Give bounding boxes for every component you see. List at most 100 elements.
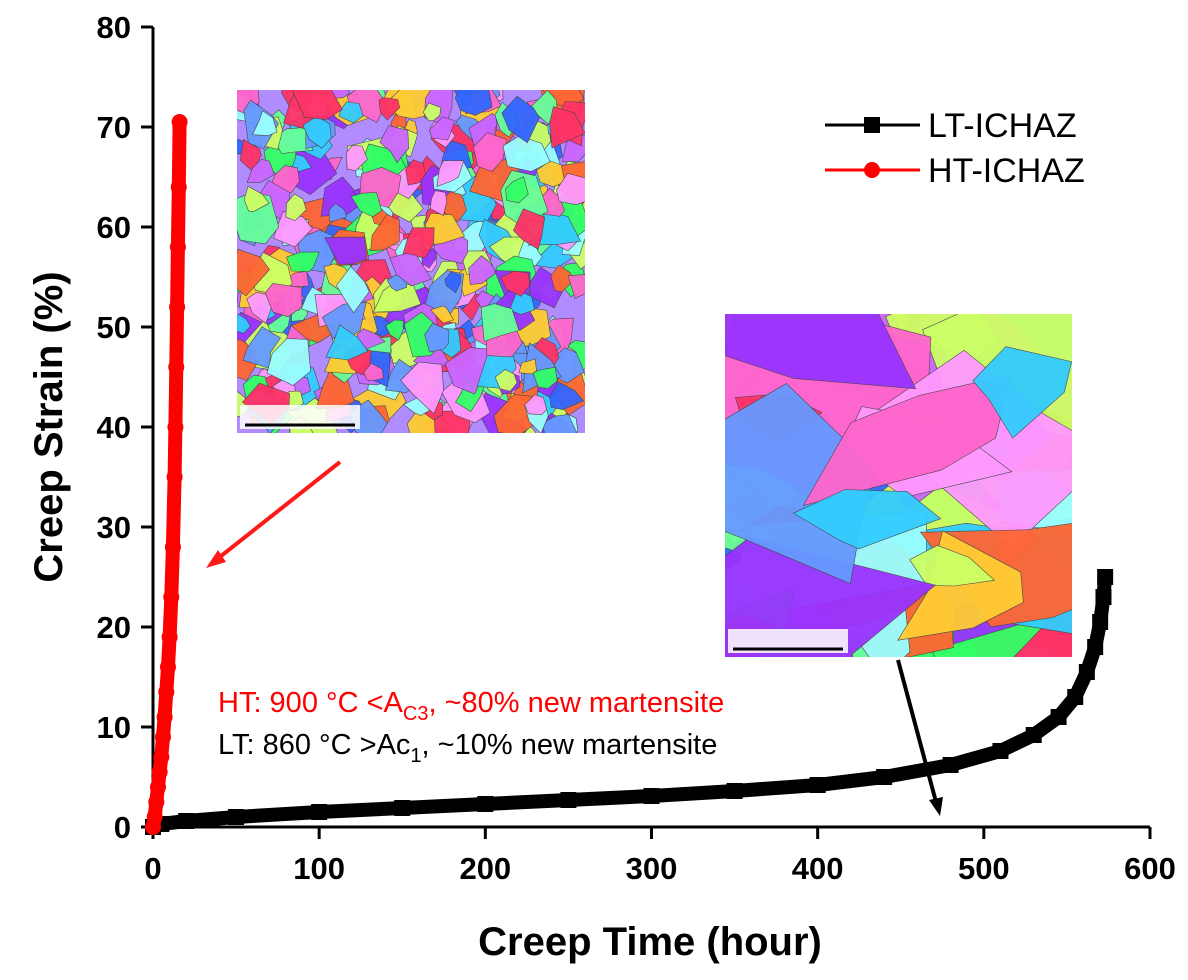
- grain: [436, 160, 465, 187]
- grain: [500, 270, 531, 297]
- data-point: [161, 629, 178, 645]
- data-point: [1097, 569, 1114, 585]
- grain: [389, 252, 432, 287]
- grain: [425, 212, 465, 246]
- annotation-rest: , ~80% new martensite: [428, 687, 724, 719]
- grain: [513, 208, 546, 250]
- x-tick-label: 600: [1124, 851, 1176, 886]
- y-tick-label: 10: [97, 710, 131, 745]
- data-point: [394, 800, 411, 816]
- grain: [266, 338, 311, 386]
- grain: [725, 314, 917, 390]
- grain: [509, 290, 536, 315]
- arrow: [214, 460, 342, 562]
- grain: [897, 530, 1024, 641]
- grain: [725, 537, 936, 657]
- data-point: [477, 796, 494, 812]
- insets: [237, 90, 1072, 657]
- inset-image: [237, 90, 585, 433]
- grain: [468, 255, 498, 285]
- grain: [428, 116, 456, 141]
- grain: [444, 271, 462, 294]
- data-point: [163, 589, 180, 605]
- data-point: [151, 764, 168, 780]
- grain: [792, 489, 942, 550]
- y-tick-label: 50: [97, 310, 131, 345]
- grain: [972, 346, 1072, 439]
- y-tick-label: 20: [97, 610, 131, 645]
- grain: [909, 544, 996, 587]
- arrow-head: [206, 550, 226, 568]
- grain: [430, 190, 448, 216]
- data-point: [153, 749, 170, 765]
- legend-marker: [864, 162, 880, 178]
- data-point: [809, 777, 826, 793]
- data-point: [146, 809, 163, 825]
- x-tick-label: 300: [626, 851, 678, 886]
- arrow-head: [929, 797, 943, 816]
- data-point: [1050, 709, 1067, 725]
- grain: [536, 160, 565, 188]
- grain: [480, 303, 520, 342]
- y-tick-label: 30: [97, 510, 131, 545]
- grain: [524, 394, 548, 416]
- grain: [402, 227, 435, 258]
- data-point: [164, 539, 181, 555]
- grain: [324, 236, 368, 265]
- data-point: [171, 114, 188, 130]
- grain: [286, 251, 320, 273]
- data-point: [942, 757, 959, 773]
- annotation-text: HT: 900 °C <A: [218, 687, 404, 719]
- grain: [501, 95, 540, 144]
- data-point: [168, 359, 185, 375]
- grain: [345, 145, 368, 172]
- data-point: [1025, 727, 1042, 743]
- data-point: [1067, 689, 1084, 705]
- data-point: [149, 779, 166, 795]
- y-tick-label: 60: [97, 210, 131, 245]
- data-point: [1087, 639, 1104, 655]
- grain: [264, 283, 303, 318]
- data-point: [159, 659, 176, 675]
- grain: [246, 158, 275, 183]
- annotation-sub: 1: [410, 745, 421, 767]
- grain: [400, 361, 444, 415]
- x-axis-label: Creep Time (hour): [478, 920, 822, 964]
- grain: [302, 115, 332, 149]
- inset-image: [725, 314, 1072, 657]
- grain: [336, 266, 370, 314]
- data-point: [166, 469, 183, 485]
- data-point: [1092, 614, 1109, 630]
- grain: [379, 125, 410, 164]
- grain: [237, 313, 251, 334]
- data-point: [726, 783, 743, 799]
- grain: [518, 358, 537, 375]
- arrow: [896, 659, 938, 803]
- data-point: [154, 729, 171, 745]
- data-point: [178, 813, 195, 829]
- grain: [473, 132, 508, 172]
- grain: [502, 135, 551, 172]
- data-point: [876, 769, 893, 785]
- annotation-rest: , ~10% new martensite: [422, 729, 718, 761]
- series-line: [150, 576, 1113, 834]
- grain: [556, 172, 585, 206]
- data-point: [158, 684, 175, 700]
- data-point: [170, 179, 187, 195]
- data-point: [1078, 664, 1095, 680]
- grain: [385, 319, 404, 341]
- grain: [252, 110, 278, 136]
- data-point: [1095, 589, 1112, 605]
- grain: [494, 369, 518, 392]
- grain: [350, 192, 383, 218]
- y-tick-label: 80: [97, 10, 131, 45]
- legend-label: HT-ICHAZ: [928, 152, 1085, 190]
- data-point: [156, 709, 173, 725]
- grain: [370, 213, 400, 252]
- legend-label: LT-ICHAZ: [928, 107, 1077, 145]
- legend-marker: [864, 117, 880, 133]
- y-tick-label: 70: [97, 110, 131, 145]
- y-tick-label: 0: [114, 810, 131, 845]
- data-point: [228, 809, 245, 825]
- data-point: [311, 804, 328, 820]
